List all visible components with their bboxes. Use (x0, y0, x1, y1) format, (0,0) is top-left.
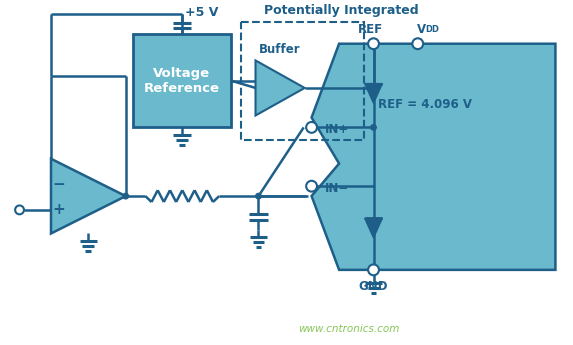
Text: REF = 4.096 V: REF = 4.096 V (378, 98, 472, 111)
Circle shape (306, 122, 317, 133)
Polygon shape (256, 60, 305, 116)
Circle shape (255, 193, 262, 199)
Text: www.cntronics.com: www.cntronics.com (299, 324, 399, 334)
Text: IN−: IN− (325, 182, 350, 195)
Text: Voltage
Reference: Voltage Reference (144, 67, 220, 95)
Text: +5 V: +5 V (185, 6, 218, 19)
Polygon shape (51, 159, 125, 234)
Polygon shape (364, 218, 382, 238)
Circle shape (122, 193, 129, 199)
Circle shape (368, 265, 379, 275)
Text: +: + (53, 203, 65, 217)
Text: IN+: IN+ (325, 123, 350, 136)
Text: V: V (417, 23, 426, 36)
Text: Potentially Integrated: Potentially Integrated (264, 4, 419, 17)
Circle shape (15, 206, 24, 214)
Circle shape (413, 38, 423, 49)
Text: Buffer: Buffer (260, 42, 301, 56)
Text: GND: GND (359, 280, 388, 293)
Text: DD: DD (426, 25, 439, 34)
Circle shape (370, 124, 377, 131)
Polygon shape (312, 44, 555, 270)
Circle shape (306, 181, 317, 191)
Circle shape (368, 38, 379, 49)
Text: −: − (53, 177, 65, 192)
Polygon shape (364, 83, 382, 103)
Bar (132, 34, 231, 127)
Text: REF: REF (358, 23, 383, 36)
Bar (241, 22, 364, 140)
